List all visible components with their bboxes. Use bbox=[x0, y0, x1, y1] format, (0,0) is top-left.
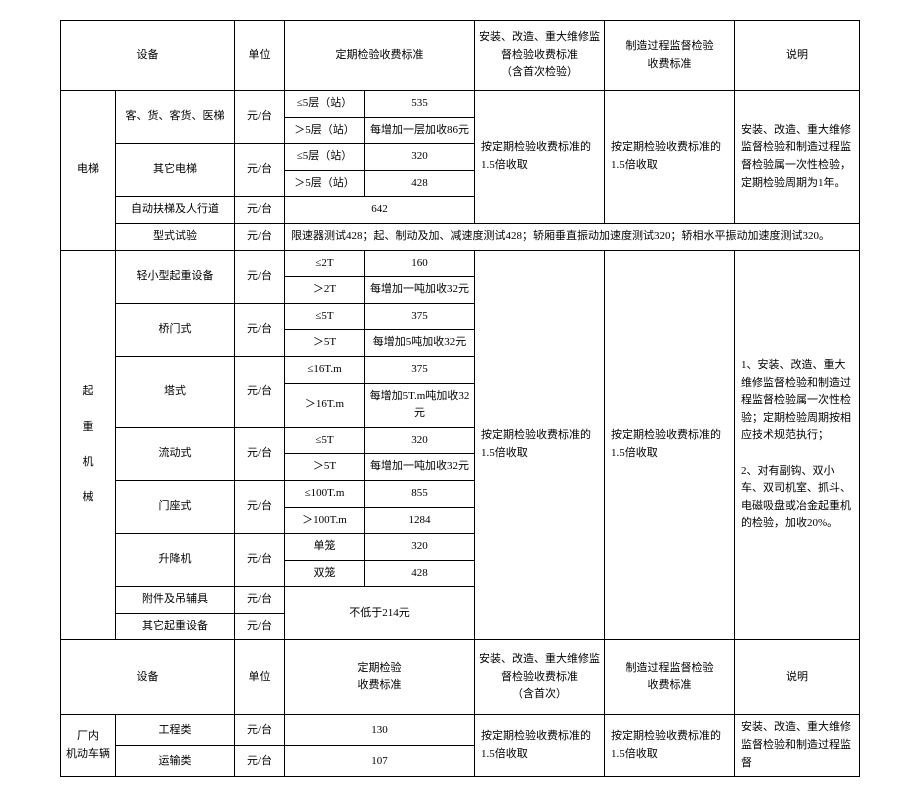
elevator-r1-v1: 535 bbox=[365, 91, 475, 118]
crane-r1-v2: 每增加一吨加收32元 bbox=[365, 277, 475, 304]
elevator-r1-tier2: ＞5层（站） bbox=[285, 117, 365, 144]
crane-r3-v2: 每增加5T.m吨加收32元 bbox=[365, 383, 475, 427]
elevator-r2-tier1: ≤5层（站） bbox=[285, 144, 365, 171]
crane-r4-tier1: ≤5T bbox=[285, 427, 365, 454]
elevator-label: 电梯 bbox=[61, 91, 116, 251]
crane-r1-unit: 元/台 bbox=[235, 250, 285, 303]
elevator-r2-tier2: ＞5层（站） bbox=[285, 170, 365, 197]
crane-r4-tier2: ＞5T bbox=[285, 454, 365, 481]
crane-r5-unit: 元/台 bbox=[235, 480, 285, 533]
crane-r4-name: 流动式 bbox=[116, 427, 235, 480]
elevator-r1-name: 客、货、客货、医梯 bbox=[116, 91, 235, 144]
elevator-r2-v2: 428 bbox=[365, 170, 475, 197]
crane-r8-name: 其它起重设备 bbox=[116, 613, 235, 640]
elevator-r3-unit: 元/台 bbox=[235, 197, 285, 224]
elevator-right2: 按定期检验收费标准的1.5倍收取 bbox=[605, 91, 735, 224]
crane-r3-tier2: ＞16T.m bbox=[285, 383, 365, 427]
vehicle-right2: 按定期检验收费标准的1.5倍收取 bbox=[605, 715, 735, 777]
crane-r4-v1: 320 bbox=[365, 427, 475, 454]
crane-r5-tier2: ＞100T.m bbox=[285, 507, 365, 534]
vehicle-r1-v: 130 bbox=[285, 715, 475, 746]
elevator-r1-unit: 元/台 bbox=[235, 91, 285, 144]
crane-r5-tier1: ≤100T.m bbox=[285, 480, 365, 507]
elevator-r2-name: 其它电梯 bbox=[116, 144, 235, 197]
crane-r5-v1: 855 bbox=[365, 480, 475, 507]
crane-r6-unit: 元/台 bbox=[235, 534, 285, 587]
vehicle-r1-unit: 元/台 bbox=[235, 715, 285, 746]
hdr2-note: 说明 bbox=[735, 640, 860, 715]
crane-r7-name: 附件及吊辅具 bbox=[116, 587, 235, 614]
vehicle-label: 厂内 机动车辆 bbox=[61, 715, 116, 777]
crane-r2-unit: 元/台 bbox=[235, 303, 285, 356]
crane-r3-unit: 元/台 bbox=[235, 356, 285, 427]
elevator-r3-name: 自动扶梯及人行道 bbox=[116, 197, 235, 224]
crane-r6-name: 升降机 bbox=[116, 534, 235, 587]
crane-r6-v1: 320 bbox=[365, 534, 475, 561]
crane-r1-name: 轻小型起重设备 bbox=[116, 250, 235, 303]
elevator-right1: 按定期检验收费标准的1.5倍收取 bbox=[475, 91, 605, 224]
elevator-r3-v: 642 bbox=[285, 197, 475, 224]
hdr-periodic: 定期检验收费标准 bbox=[285, 21, 475, 91]
vehicle-r1-name: 工程类 bbox=[116, 715, 235, 746]
vehicle-r2-unit: 元/台 bbox=[235, 746, 285, 777]
vehicle-r2-v: 107 bbox=[285, 746, 475, 777]
hdr-unit: 单位 bbox=[235, 21, 285, 91]
crane-r7-unit: 元/台 bbox=[235, 587, 285, 614]
crane-bottom: 不低于214元 bbox=[285, 587, 475, 640]
elevator-r4-unit: 元/台 bbox=[235, 223, 285, 250]
crane-right2: 按定期检验收费标准的1.5倍收取 bbox=[605, 250, 735, 640]
vehicle-r2-name: 运输类 bbox=[116, 746, 235, 777]
vehicle-note: 安装、改造、重大维修监督检验和制造过程监督 bbox=[735, 715, 860, 777]
hdr-equipment: 设备 bbox=[61, 21, 235, 91]
crane-r2-tier1: ≤5T bbox=[285, 303, 365, 330]
crane-r2-v2: 每增加5吨加收32元 bbox=[365, 330, 475, 357]
crane-r3-tier1: ≤16T.m bbox=[285, 356, 365, 383]
elevator-r2-v1: 320 bbox=[365, 144, 475, 171]
crane-r4-v2: 每增加一吨加收32元 bbox=[365, 454, 475, 481]
crane-label: 起 重 机 械 bbox=[61, 250, 116, 640]
crane-r6-v2: 428 bbox=[365, 560, 475, 587]
crane-r8-unit: 元/台 bbox=[235, 613, 285, 640]
fee-table: 设备 单位 定期检验收费标准 安装、改造、重大维修监督检验收费标准 （含首次检验… bbox=[60, 20, 860, 777]
vehicle-right1: 按定期检验收费标准的1.5倍收取 bbox=[475, 715, 605, 777]
hdr2-unit: 单位 bbox=[235, 640, 285, 715]
hdr2-manufacture: 制造过程监督检验 收费标准 bbox=[605, 640, 735, 715]
crane-r3-v1: 375 bbox=[365, 356, 475, 383]
hdr2-periodic: 定期检验 收费标准 bbox=[285, 640, 475, 715]
hdr-note: 说明 bbox=[735, 21, 860, 91]
elevator-r2-unit: 元/台 bbox=[235, 144, 285, 197]
elevator-r1-v2: 每增加一层加收86元 bbox=[365, 117, 475, 144]
crane-r2-tier2: ＞5T bbox=[285, 330, 365, 357]
elevator-r1-tier1: ≤5层（站） bbox=[285, 91, 365, 118]
crane-r3-name: 塔式 bbox=[116, 356, 235, 427]
crane-r4-unit: 元/台 bbox=[235, 427, 285, 480]
crane-r5-v2: 1284 bbox=[365, 507, 475, 534]
crane-note: 1、安装、改造、重大维修监督检验和制造过程监督检验属一次性检验；定期检验周期按相… bbox=[735, 250, 860, 640]
elevator-r4-name: 型式试验 bbox=[116, 223, 235, 250]
crane-r2-name: 桥门式 bbox=[116, 303, 235, 356]
crane-r2-v1: 375 bbox=[365, 303, 475, 330]
hdr-manufacture: 制造过程监督检验 收费标准 bbox=[605, 21, 735, 91]
crane-r1-tier1: ≤2T bbox=[285, 250, 365, 277]
crane-r5-name: 门座式 bbox=[116, 480, 235, 533]
hdr-install: 安装、改造、重大维修监督检验收费标准 （含首次检验） bbox=[475, 21, 605, 91]
crane-r1-tier2: ＞2T bbox=[285, 277, 365, 304]
crane-r6-tier1: 单笼 bbox=[285, 534, 365, 561]
hdr2-equipment: 设备 bbox=[61, 640, 235, 715]
hdr2-install: 安装、改造、重大维修监督检验收费标准 （含首次） bbox=[475, 640, 605, 715]
crane-r1-v1: 160 bbox=[365, 250, 475, 277]
elevator-note: 安装、改造、重大维修监督检验和制造过程监督检验属一次性检验，定期检验周期为1年。 bbox=[735, 91, 860, 224]
crane-right1: 按定期检验收费标准的1.5倍收取 bbox=[475, 250, 605, 640]
elevator-r4-v: 限速器测试428；起、制动及加、减速度测试428；轿厢垂直振动加速度测试320；… bbox=[285, 223, 860, 250]
crane-r6-tier2: 双笼 bbox=[285, 560, 365, 587]
